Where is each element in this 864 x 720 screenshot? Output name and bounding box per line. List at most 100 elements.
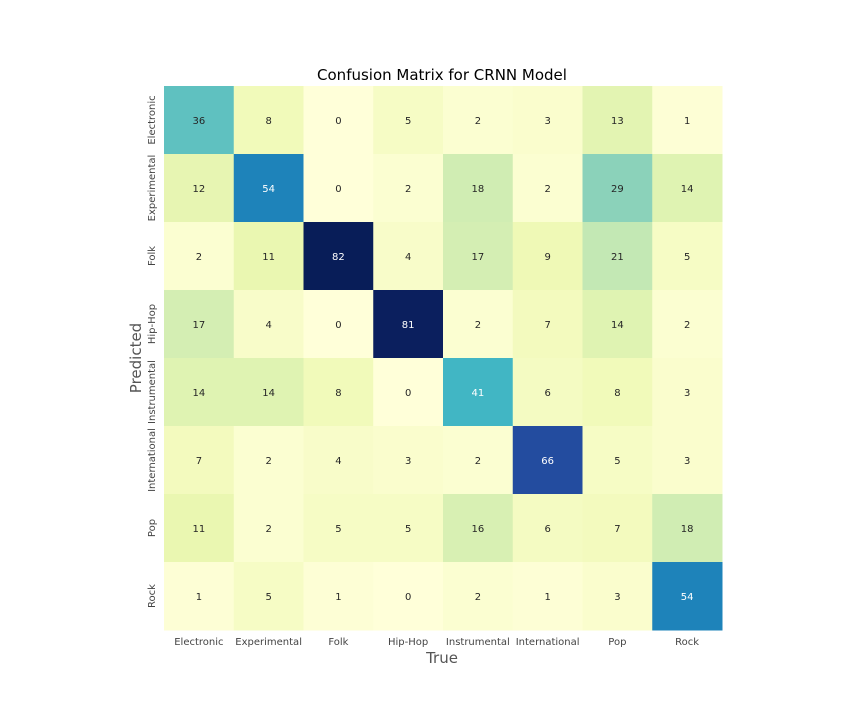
heatmap-cell xyxy=(512,494,583,563)
heatmap-cell xyxy=(303,154,374,223)
cell-value-label: 18 xyxy=(472,184,485,195)
heatmap-cell xyxy=(164,154,235,223)
cell-value-label: 16 xyxy=(472,524,485,535)
cell-value-label: 8 xyxy=(335,388,341,399)
cell-value-label: 2 xyxy=(405,184,411,195)
heatmap-cell xyxy=(233,154,304,223)
cell-value-label: 81 xyxy=(402,320,415,331)
cell-value-label: 14 xyxy=(681,184,694,195)
cell-value-label: 0 xyxy=(405,592,411,603)
y-axis-ticks: Electronic Experimental Folk Hip-Hop Instrum… xyxy=(147,95,158,608)
heatmap-cell xyxy=(164,494,235,563)
heatmap-cell xyxy=(512,426,583,495)
x-tick-label: Instrumental xyxy=(446,637,510,648)
cell-value-label: 5 xyxy=(265,592,271,603)
cell-value-label: 2 xyxy=(475,456,481,467)
heatmap-cell xyxy=(512,290,583,359)
heatmap-cells xyxy=(164,86,723,631)
heatmap-cell xyxy=(512,86,583,155)
cell-value-label: 3 xyxy=(684,388,690,399)
cell-value-label: 14 xyxy=(262,388,275,399)
heatmap-cell xyxy=(652,562,723,631)
heatmap-cell xyxy=(164,562,235,631)
heatmap-cell xyxy=(582,562,653,631)
cell-value-label: 5 xyxy=(335,524,341,535)
heatmap-cell xyxy=(443,154,514,223)
cell-value-label: 7 xyxy=(544,320,550,331)
heatmap-cell xyxy=(443,494,514,563)
heatmap-cell xyxy=(443,290,514,359)
heatmap-cell xyxy=(443,86,514,155)
cell-value-label: 2 xyxy=(475,592,481,603)
chart-title: Confusion Matrix for CRNN Model xyxy=(317,66,567,84)
cell-value-label: 5 xyxy=(405,116,411,127)
heatmap-cell xyxy=(164,358,235,427)
heatmap-cell xyxy=(164,290,235,359)
heatmap-cell xyxy=(233,358,304,427)
heatmap-cell xyxy=(373,154,444,223)
cell-value-label: 66 xyxy=(541,456,554,467)
heatmap-cell xyxy=(303,562,374,631)
y-tick-label: Rock xyxy=(147,584,158,608)
cell-value-label: 2 xyxy=(475,116,481,127)
cell-value-label: 1 xyxy=(684,116,690,127)
heatmap-cell xyxy=(652,290,723,359)
cell-value-label: 3 xyxy=(684,456,690,467)
cell-value-label: 54 xyxy=(681,592,694,603)
cell-value-label: 2 xyxy=(265,456,271,467)
cell-value-label: 21 xyxy=(611,252,624,263)
cell-value-label: 8 xyxy=(265,116,271,127)
heatmap-cell-labels: 36 8 0 5 2 3 13 112 54 0 2 18 2 29 142 11 82 4 17 9 21 517 4 0 8… xyxy=(193,116,694,603)
heatmap-cell xyxy=(582,426,653,495)
cell-value-label: 3 xyxy=(544,116,550,127)
heatmap-cell xyxy=(373,426,444,495)
cell-value-label: 41 xyxy=(472,388,485,399)
cell-value-label: 4 xyxy=(405,252,411,263)
cell-value-label: 11 xyxy=(262,252,275,263)
heatmap-cell xyxy=(582,358,653,427)
heatmap-cell xyxy=(233,494,304,563)
heatmap-cell xyxy=(164,426,235,495)
cell-value-label: 1 xyxy=(196,592,202,603)
x-tick-label: Hip-Hop xyxy=(388,637,428,648)
y-tick-label: Instrumental xyxy=(147,360,158,424)
heatmap-cell xyxy=(443,562,514,631)
heatmap-cell xyxy=(164,222,235,291)
x-tick-label: Folk xyxy=(328,637,348,648)
cell-value-label: 1 xyxy=(544,592,550,603)
heatmap-cell xyxy=(582,154,653,223)
cell-value-label: 7 xyxy=(196,456,202,467)
heatmap-cell xyxy=(652,358,723,427)
heatmap-cell xyxy=(303,358,374,427)
cell-value-label: 17 xyxy=(193,320,206,331)
heatmap-cell xyxy=(443,222,514,291)
heatmap-cell xyxy=(303,426,374,495)
cell-value-label: 8 xyxy=(614,388,620,399)
heatmap-cell xyxy=(373,222,444,291)
heatmap-cell xyxy=(582,290,653,359)
cell-value-label: 2 xyxy=(684,320,690,331)
heatmap-cell xyxy=(582,86,653,155)
cell-value-label: 2 xyxy=(265,524,271,535)
y-tick-label: Electronic xyxy=(147,95,158,144)
cell-value-label: 11 xyxy=(193,524,206,535)
heatmap-cell xyxy=(233,222,304,291)
cell-value-label: 0 xyxy=(405,388,411,399)
heatmap-cell xyxy=(303,222,374,291)
cell-value-label: 12 xyxy=(193,184,206,195)
y-tick-label: Folk xyxy=(147,246,158,266)
cell-value-label: 3 xyxy=(614,592,620,603)
x-tick-label: International xyxy=(516,637,580,648)
heatmap-cell xyxy=(303,290,374,359)
x-axis-ticks: Electronic Experimental Folk Hip-Hop Instrum… xyxy=(174,637,699,648)
heatmap-cell xyxy=(512,358,583,427)
heatmap-cell xyxy=(652,426,723,495)
cell-value-label: 36 xyxy=(193,116,206,127)
heatmap-cell xyxy=(512,222,583,291)
cell-value-label: 9 xyxy=(544,252,550,263)
cell-value-label: 1 xyxy=(335,592,341,603)
cell-value-label: 5 xyxy=(405,524,411,535)
cell-value-label: 2 xyxy=(196,252,202,263)
x-tick-label: Electronic xyxy=(174,637,223,648)
